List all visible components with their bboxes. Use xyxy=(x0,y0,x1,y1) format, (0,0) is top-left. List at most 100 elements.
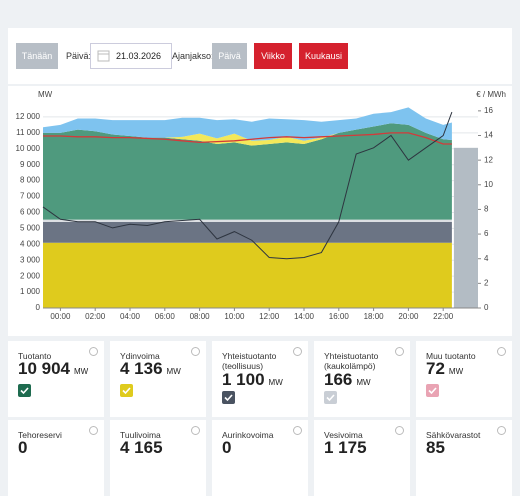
y2-tick-label: 2 xyxy=(484,278,489,287)
card-value: 166 MW xyxy=(324,370,371,390)
value-text: 0 xyxy=(18,438,28,457)
y2-tick-label: 16 xyxy=(484,106,493,115)
y-tick-label: 7 000 xyxy=(20,192,41,201)
info-icon xyxy=(89,426,98,435)
card-icon xyxy=(222,391,235,404)
x-tick-label: 12:00 xyxy=(259,312,280,321)
date-input[interactable]: 21.03.2026 xyxy=(90,43,172,69)
y2-tick-label: 12 xyxy=(484,155,493,164)
value-text: 0 xyxy=(222,438,232,457)
card-value: 4 136 MW xyxy=(120,359,181,379)
area xyxy=(43,123,452,220)
value-text: 166 xyxy=(324,370,353,389)
period-button[interactable]: Kuukausi xyxy=(299,43,348,69)
y-tick-label: 0 xyxy=(36,303,41,312)
card-label: Tuulivoima xyxy=(120,430,161,440)
check xyxy=(20,387,29,395)
card-label: Ydinvoima xyxy=(120,351,160,361)
area xyxy=(43,219,452,223)
period-button[interactable]: Viikko xyxy=(254,43,292,69)
check xyxy=(326,394,335,402)
value-text: 1 100 xyxy=(222,370,265,389)
x-tick-label: 22:00 xyxy=(433,312,454,321)
y-tick-label: 4 000 xyxy=(20,239,41,248)
card: Tehoreservi 0 xyxy=(8,420,104,496)
card-label: Sähkövarastot xyxy=(426,430,481,440)
y2-tick-label: 14 xyxy=(484,131,493,140)
y-axis-title: MW xyxy=(38,90,53,99)
y2-tick-label: 4 xyxy=(484,254,489,263)
card-value: 1 175 xyxy=(324,438,367,458)
y-tick-label: 2 000 xyxy=(20,271,41,280)
y2-tick-label: 6 xyxy=(484,229,489,238)
x-tick-label: 08:00 xyxy=(190,312,211,321)
x-tick-label: 06:00 xyxy=(155,312,176,321)
area xyxy=(43,123,452,146)
card-label: Yhteistuotanto (teollisuus) xyxy=(222,351,277,371)
x-tick-label: 20:00 xyxy=(398,312,419,321)
card-unit: MW xyxy=(356,378,371,387)
info-icon xyxy=(191,426,200,435)
info-icon xyxy=(293,426,302,435)
info-icon xyxy=(395,347,404,356)
card-unit: MW xyxy=(74,367,89,376)
y-tick-label: 6 000 xyxy=(20,208,41,217)
card-value: 4 165 xyxy=(120,438,163,458)
x-tick-label: 04:00 xyxy=(120,312,141,321)
card-label: Tuotanto xyxy=(18,351,52,361)
controls: Tänään Päivä: 21.03.2026 Ajanjakso: Päiv… xyxy=(8,28,512,84)
value-text: 85 xyxy=(426,438,445,457)
card-unit: MW xyxy=(166,367,181,376)
card-icon xyxy=(120,384,133,397)
calendar-icon xyxy=(97,50,110,62)
y2-tick-label: 10 xyxy=(484,180,493,189)
today-button[interactable]: Tänään xyxy=(16,43,58,69)
period-button[interactable]: Päivä xyxy=(212,43,247,69)
value-text: 4 136 xyxy=(120,359,163,378)
x-tick-label: 10:00 xyxy=(224,312,245,321)
card-unit: MW xyxy=(268,378,283,387)
area xyxy=(43,107,452,141)
check xyxy=(224,394,233,402)
value-text: 1 175 xyxy=(324,438,367,457)
info-icon xyxy=(191,347,200,356)
card: Yhteistuotanto (teollisuus) 1 100 MW xyxy=(212,341,308,417)
line xyxy=(43,132,452,145)
card-value: 0 xyxy=(222,438,231,458)
y-tick-label: 3 000 xyxy=(20,255,41,264)
info-icon xyxy=(293,347,302,356)
page: Tänään Päivä: 21.03.2026 Ajanjakso: Päiv… xyxy=(8,28,512,496)
y-tick-label: 10 000 xyxy=(16,144,41,153)
info-icon xyxy=(395,426,404,435)
y-tick-label: 1 000 xyxy=(20,287,41,296)
y-tick-label: 8 000 xyxy=(20,176,41,185)
date-value: 21.03.2026 xyxy=(116,51,162,61)
card-value: 85 xyxy=(426,438,445,458)
y-tick-label: 11 000 xyxy=(16,128,40,137)
card: Ydinvoima 4 136 MW xyxy=(110,341,206,417)
card: Vesivoima 1 175 xyxy=(314,420,410,496)
card: Tuulivoima 4 165 xyxy=(110,420,206,496)
x-tick-label: 16:00 xyxy=(329,312,350,321)
card: Muu tuotanto 72 MW xyxy=(416,341,512,417)
value-text: 4 165 xyxy=(120,438,163,457)
card-label: Tehoreservi xyxy=(18,430,62,440)
card-value: 1 100 MW xyxy=(222,370,283,390)
card-value: 10 904 MW xyxy=(18,359,88,379)
card: Sähkövarastot 85 xyxy=(416,420,512,496)
card-label: Vesivoima xyxy=(324,430,363,440)
future-shade xyxy=(453,147,478,308)
chart: MW € / MWh 0 1 000 2 000 3 000 4 000 5 000 6 0… xyxy=(8,86,512,336)
y2-tick-label: 8 xyxy=(484,205,489,214)
check xyxy=(122,387,131,395)
card-icon xyxy=(324,391,337,404)
x-tick-label: 00:00 xyxy=(50,312,71,321)
info-icon xyxy=(89,347,98,356)
period-label: Ajanjakso: xyxy=(172,51,214,61)
value-text: 10 904 xyxy=(18,359,70,378)
x-tick-label: 02:00 xyxy=(85,312,106,321)
value-text: 72 xyxy=(426,359,445,378)
card: Tuotanto 10 904 MW xyxy=(8,341,104,417)
y-tick-label: 5 000 xyxy=(20,223,41,232)
x-tick-label: 18:00 xyxy=(364,312,385,321)
